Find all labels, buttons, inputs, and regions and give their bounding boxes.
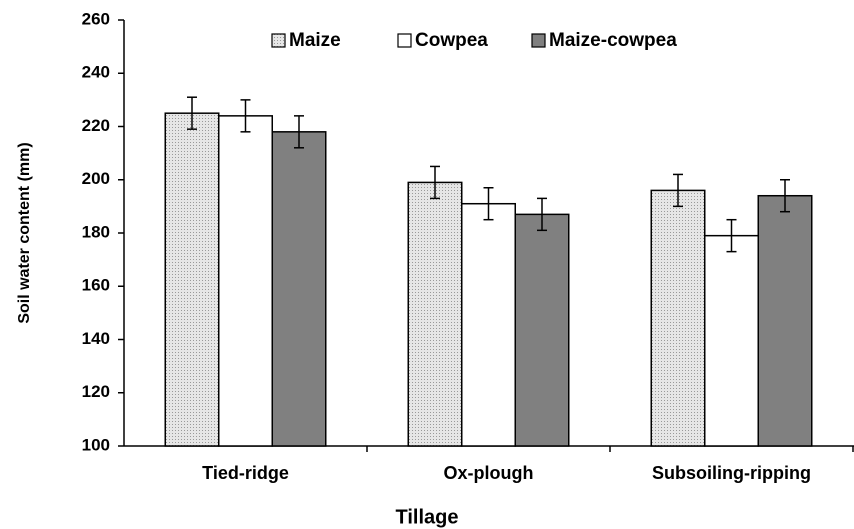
x-tick-label: Subsoiling-ripping bbox=[652, 463, 811, 483]
y-tick-label: 120 bbox=[82, 382, 110, 401]
legend-label: Maize-cowpea bbox=[549, 30, 677, 51]
y-tick-label: 220 bbox=[82, 116, 110, 135]
legend-label: Cowpea bbox=[415, 30, 488, 51]
bar bbox=[461, 202, 516, 447]
y-tick-label: 100 bbox=[82, 435, 110, 454]
bar bbox=[218, 115, 273, 447]
bar bbox=[514, 213, 570, 447]
y-tick-label: 180 bbox=[82, 222, 110, 241]
x-tick-label: Tied-ridge bbox=[202, 463, 289, 483]
error-bar bbox=[673, 173, 683, 208]
y-tick-label: 200 bbox=[82, 169, 110, 188]
bar bbox=[757, 194, 813, 447]
error-bar bbox=[430, 165, 440, 200]
error-bar bbox=[240, 99, 251, 133]
legend-swatch bbox=[271, 33, 286, 48]
y-tick-label: 260 bbox=[82, 9, 110, 28]
error-bar bbox=[780, 179, 790, 213]
x-tick-label: Ox-plough bbox=[444, 463, 534, 483]
y-tick-label: 140 bbox=[82, 329, 110, 348]
legend-swatch bbox=[397, 33, 412, 48]
bar bbox=[164, 112, 220, 447]
error-bar bbox=[537, 197, 547, 232]
bar bbox=[271, 131, 327, 447]
y-axis-title: Soil water content (mm) bbox=[16, 142, 33, 323]
error-bar bbox=[726, 218, 737, 253]
y-tick-label: 160 bbox=[82, 276, 110, 295]
error-bar bbox=[187, 96, 197, 130]
legend-label: Maize bbox=[289, 30, 341, 51]
x-axis-title: Tillage bbox=[396, 506, 459, 528]
bar bbox=[704, 234, 759, 447]
bar bbox=[650, 189, 706, 447]
error-bar bbox=[294, 115, 304, 149]
bar bbox=[407, 181, 463, 447]
y-tick-label: 240 bbox=[82, 63, 110, 82]
legend-swatch bbox=[531, 33, 546, 48]
error-bar bbox=[483, 186, 494, 221]
